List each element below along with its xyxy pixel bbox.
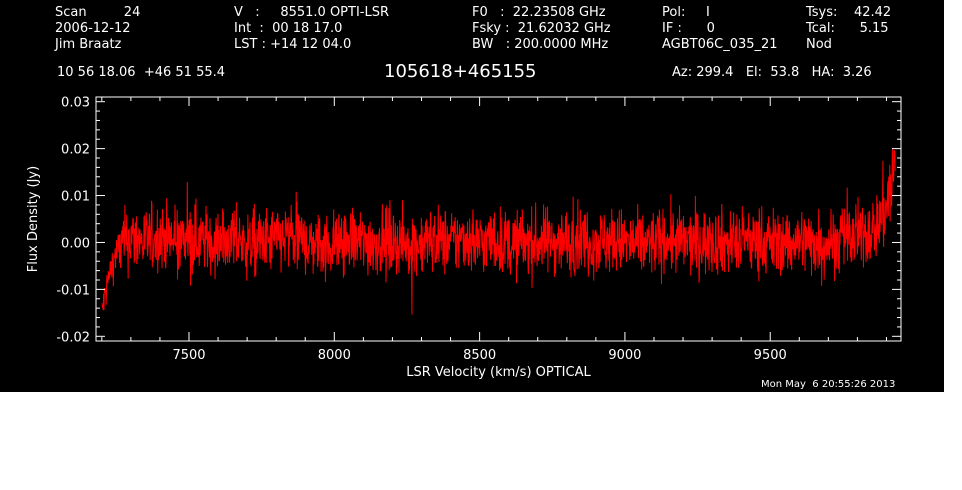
sky-frequency-label: Fsky : 21.62032 GHz: [472, 21, 611, 36]
axes-frame: [95, 96, 902, 342]
x-tick-label: 8500: [463, 348, 496, 363]
trace-layer: [101, 147, 896, 315]
observer-label: Jim Braatz: [55, 37, 122, 52]
plot-panel: Scan 24 2006-12-12 Jim Braatz V : 8551.0…: [0, 0, 944, 392]
procedure-label: Nod: [806, 37, 832, 52]
x-axis-label: LSR Velocity (km/s) OPTICAL: [406, 365, 591, 380]
y-tick-label: 0.01: [61, 190, 90, 205]
y-tick-label: -0.02: [56, 330, 90, 345]
if-label: IF : 0: [662, 21, 715, 36]
y-tick-label: 0.02: [61, 143, 90, 158]
spectrum-chart: 7500 8000 8500 9000 9500 -0.02 -0.01 0.00 0.01 0.…: [26, 96, 902, 380]
date-label: 2006-12-12: [55, 21, 131, 36]
project-label: AGBT06C_035_21: [662, 37, 778, 52]
tsys-label: Tsys: 42.42: [806, 5, 892, 20]
tick-label-layer: 7500 8000 8500 9000 9500 -0.02 -0.01 0.00 0.01 0.…: [56, 96, 786, 363]
source-name: 105618+465155: [384, 61, 537, 82]
tcal-label: Tcal: 5.15: [806, 21, 889, 36]
velocity-label: V : 8551.0 OPTI-LSR: [234, 5, 390, 20]
az-el-ha-label: Az: 299.4 El: 53.8 HA: 3.26: [672, 65, 872, 80]
y-tick-label: 0.03: [61, 96, 90, 111]
tick-layer: [96, 97, 901, 341]
rest-frequency-label: F0 : 22.23508 GHz: [472, 5, 606, 20]
polarization-label: Pol: I: [662, 5, 710, 20]
lst-label: LST : +14 12 04.0: [234, 37, 352, 52]
x-tick-label: 8000: [318, 348, 351, 363]
x-tick-label: 9000: [608, 348, 641, 363]
bandwidth-label: BW : 200.0000 MHz: [472, 37, 609, 52]
integration-label: Int : 00 18 17.0: [234, 21, 343, 36]
y-tick-label: 0.00: [61, 236, 90, 251]
timestamp: Mon May 6 20:55:26 2013: [761, 379, 896, 390]
coordinates-label: 10 56 18.06 +46 51 55.4: [57, 65, 226, 80]
x-tick-label: 7500: [172, 348, 205, 363]
scan-label: Scan 24: [55, 5, 141, 20]
x-tick-label: 9500: [754, 348, 787, 363]
spectrum-trace: [101, 147, 896, 315]
y-axis-label: Flux Density (Jy): [26, 166, 41, 272]
y-tick-label: -0.01: [56, 283, 90, 298]
